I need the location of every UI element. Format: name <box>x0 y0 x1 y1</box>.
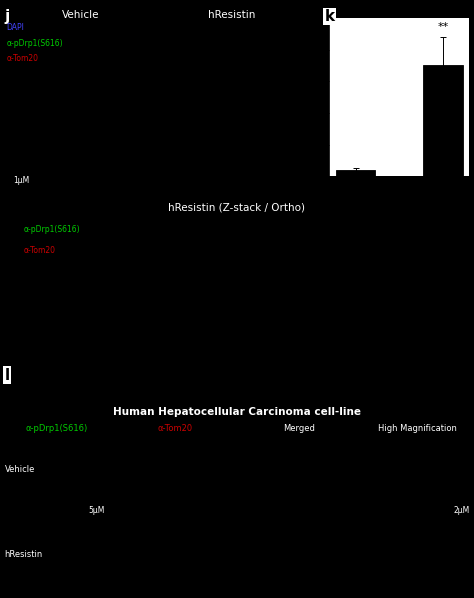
Text: j: j <box>5 9 10 24</box>
Bar <box>336 170 375 176</box>
Text: hResistin: hResistin <box>209 10 256 20</box>
Text: Human Hepatocellular Carcinoma cell-line: Human Hepatocellular Carcinoma cell-line <box>113 407 361 417</box>
Text: **: ** <box>438 22 449 32</box>
Text: Vehicle: Vehicle <box>62 10 100 20</box>
Text: α-Tom20: α-Tom20 <box>158 425 193 434</box>
Text: Vehicle: Vehicle <box>5 465 35 474</box>
Text: 2μM: 2μM <box>453 506 469 515</box>
Text: α-pDrp1(S616): α-pDrp1(S616) <box>24 225 80 234</box>
Text: hResistin: hResistin <box>5 550 43 559</box>
Text: α-pDrp1(S616): α-pDrp1(S616) <box>7 39 63 48</box>
Text: 5μM: 5μM <box>88 506 104 515</box>
Bar <box>423 66 463 176</box>
Text: 1μM: 1μM <box>13 176 29 185</box>
Text: α-Tom20: α-Tom20 <box>7 54 38 63</box>
Text: α-Tom20: α-Tom20 <box>24 246 56 255</box>
Text: k: k <box>325 9 335 24</box>
Text: Merged: Merged <box>283 425 315 434</box>
Title: No. of pDrp1(S616)+/Tom20+
co-localized puncta per cell: No. of pDrp1(S616)+/Tom20+ co-localized … <box>327 0 472 16</box>
Text: l: l <box>5 368 10 383</box>
Text: DAPI: DAPI <box>7 23 24 32</box>
Text: α-pDrp1(S616): α-pDrp1(S616) <box>26 425 88 434</box>
Text: High Magnification: High Magnification <box>378 425 456 434</box>
Text: hResistin (Z-stack / Ortho): hResistin (Z-stack / Ortho) <box>168 203 306 213</box>
